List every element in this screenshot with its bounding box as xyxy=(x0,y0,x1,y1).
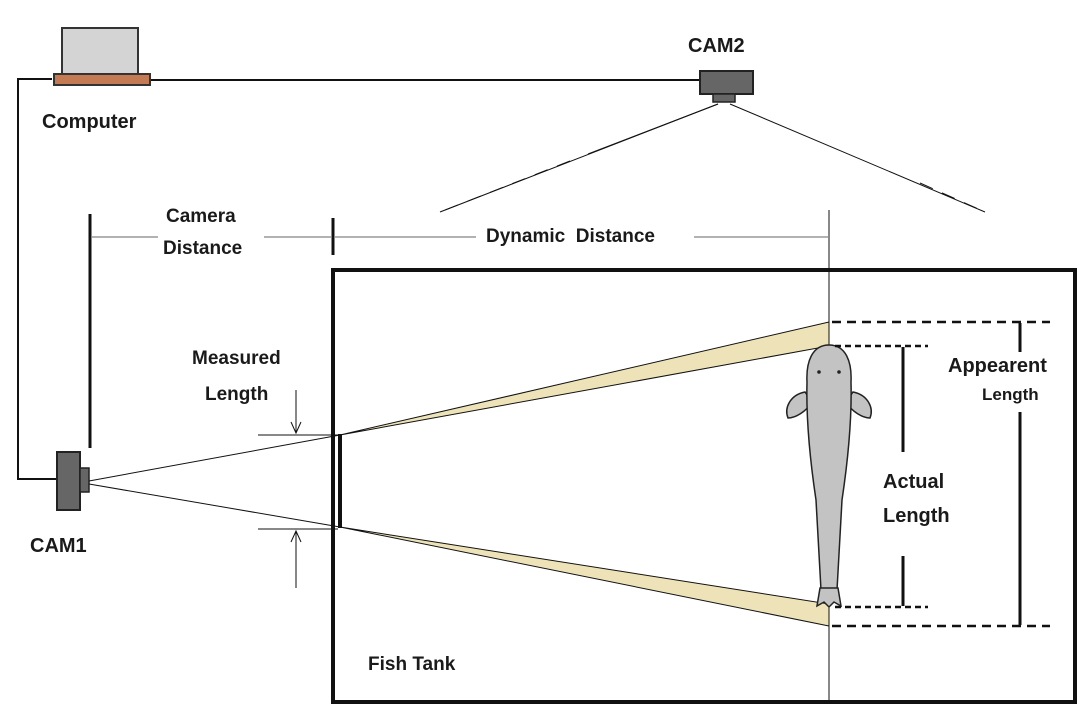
cam1-field-of-view xyxy=(88,321,830,627)
cam2-field-of-view xyxy=(439,103,986,213)
measured-length-label-line2: Length xyxy=(205,384,268,405)
cam2-icon xyxy=(699,70,754,103)
cam1-icon xyxy=(56,451,90,511)
appearent-length-label-line2: Length xyxy=(982,385,1039,404)
appearent-length-marker xyxy=(832,320,1050,628)
actual-length-label-line1: Actual xyxy=(883,471,944,493)
actual-length-label-line2: Length xyxy=(883,505,950,527)
measured-length-marker xyxy=(258,390,342,588)
computer-label: Computer xyxy=(42,111,137,133)
dynamic-distance-label: Dynamic Distance xyxy=(486,226,655,247)
fish-tank-label: Fish Tank xyxy=(368,654,456,675)
appearent-length-label-line1: Appearent xyxy=(948,355,1047,377)
measured-length-label-line1: Measured xyxy=(192,348,281,369)
distance-markers xyxy=(88,214,828,448)
cam2-label: CAM2 xyxy=(688,35,745,57)
fish-tank xyxy=(331,268,1077,704)
camera-distance-label-line1: Camera xyxy=(166,206,236,227)
actual-length-marker xyxy=(835,344,928,609)
cam1-label: CAM1 xyxy=(30,535,87,557)
cable xyxy=(17,78,700,480)
camera-distance-label-line2: Distance xyxy=(163,238,242,259)
computer-icon xyxy=(53,27,151,86)
fish-illustration xyxy=(786,344,872,609)
